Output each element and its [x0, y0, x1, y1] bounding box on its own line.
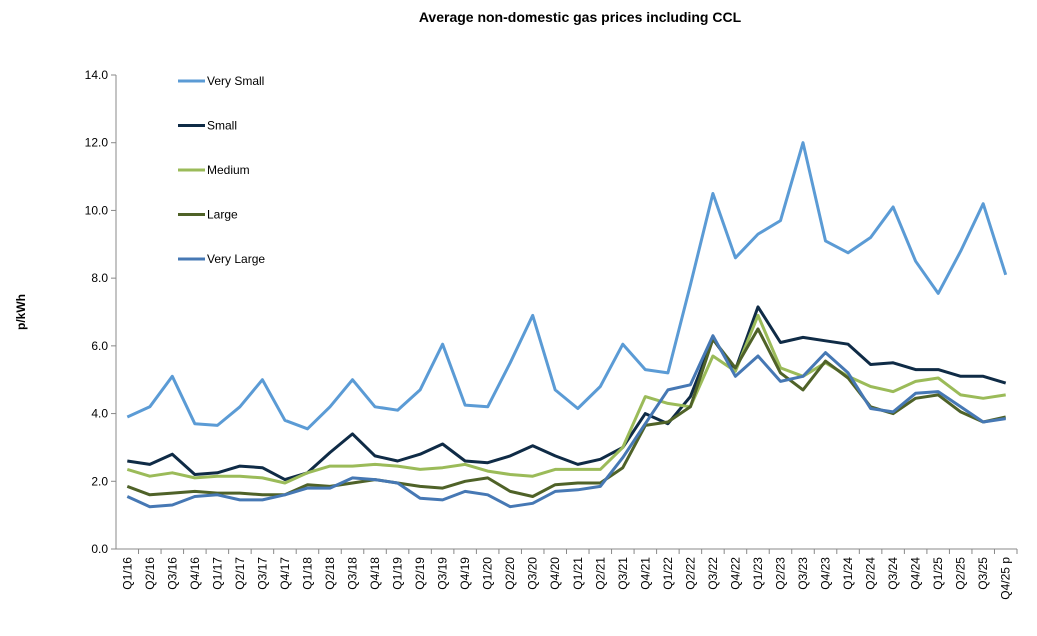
x-tick-label: Q4/17: [278, 557, 292, 590]
x-tick-label: Q1/16: [120, 557, 134, 590]
x-tick-label: Q2/24: [864, 557, 878, 590]
x-tick-label: Q1/20: [481, 557, 495, 590]
x-tick-label: Q4/19: [458, 557, 472, 590]
legend: Very Small Small Medium Large Very Large: [178, 74, 265, 266]
x-tick-label: Q3/17: [255, 557, 269, 590]
x-tick-label: Q4/23: [819, 557, 833, 590]
legend-label: Very Large: [207, 252, 265, 266]
axes: 0.0 2.0 4.0 6.0 8.0 10.0 12.0 14.0 Q1/16 Q2/16 Q3/…: [85, 68, 1018, 600]
y-tick-label: 2.0: [91, 474, 108, 488]
x-tick-label: Q3/19: [436, 557, 450, 590]
x-tick-label: Q2/23: [773, 557, 787, 590]
legend-label: Large: [207, 208, 238, 222]
series-line-large: [126, 327, 1007, 498]
series-line-very-small: [126, 141, 1008, 431]
x-tick-label: Q1/19: [391, 557, 405, 590]
chart-title: Average non-domestic gas prices includin…: [419, 9, 742, 25]
x-tick-label: Q2/22: [683, 557, 697, 590]
y-axis-label: p/kWh: [14, 294, 28, 330]
x-tick-label: Q4/25 p: [999, 557, 1013, 600]
x-tick-label: Q3/18: [346, 557, 360, 590]
x-tick-label: Q3/20: [526, 557, 540, 590]
x-tick-label: Q1/24: [841, 557, 855, 590]
x-tick-label: Q1/22: [661, 557, 675, 590]
x-tick-label: Q2/25: [954, 557, 968, 590]
x-tick-label: Q4/24: [909, 557, 923, 590]
series-line-medium: [126, 313, 1006, 485]
x-tick-label: Q2/18: [323, 557, 337, 590]
series-line-very-large: [126, 334, 1006, 509]
x-tick-label: Q3/22: [706, 557, 720, 590]
x-tick-label: Q2/21: [593, 557, 607, 590]
x-tick-label: Q4/20: [548, 557, 562, 590]
y-tick-label: 12.0: [85, 136, 109, 150]
series-line-small: [127, 305, 1007, 482]
x-tick-label: Q3/23: [796, 557, 810, 590]
x-tick-label: Q3/21: [616, 557, 630, 590]
series-lines: [126, 141, 1008, 509]
legend-label: Small: [207, 119, 237, 133]
y-tick-label: 0.0: [91, 542, 108, 556]
legend-label: Very Small: [207, 74, 264, 88]
x-tick-label: Q1/21: [571, 557, 585, 590]
x-tick-label: Q1/17: [210, 557, 224, 590]
x-tick-label: Q1/23: [751, 557, 765, 590]
x-tick-label: Q4/16: [188, 557, 202, 590]
x-tick-label: Q3/24: [886, 557, 900, 590]
x-tick-label: Q4/22: [728, 557, 742, 590]
y-tick-label: 6.0: [91, 339, 108, 353]
x-tick-label: Q3/16: [165, 557, 179, 590]
x-tick-label: Q2/17: [233, 557, 247, 590]
legend-label: Medium: [207, 163, 250, 177]
y-tick-label: 10.0: [85, 203, 109, 217]
x-tick-label: Q2/20: [503, 557, 517, 590]
x-tick-label: Q1/18: [300, 557, 314, 590]
x-tick-label: Q3/25: [976, 557, 990, 590]
y-tick-label: 4.0: [91, 407, 108, 421]
x-tick-label: Q2/16: [143, 557, 157, 590]
x-tick-label: Q2/19: [413, 557, 427, 590]
y-tick-label: 8.0: [91, 271, 108, 285]
y-tick-label: 14.0: [85, 68, 109, 82]
x-tick-label: Q4/18: [368, 557, 382, 590]
x-tick-label: Q1/25: [931, 557, 945, 590]
x-tick-label: Q4/21: [638, 557, 652, 590]
